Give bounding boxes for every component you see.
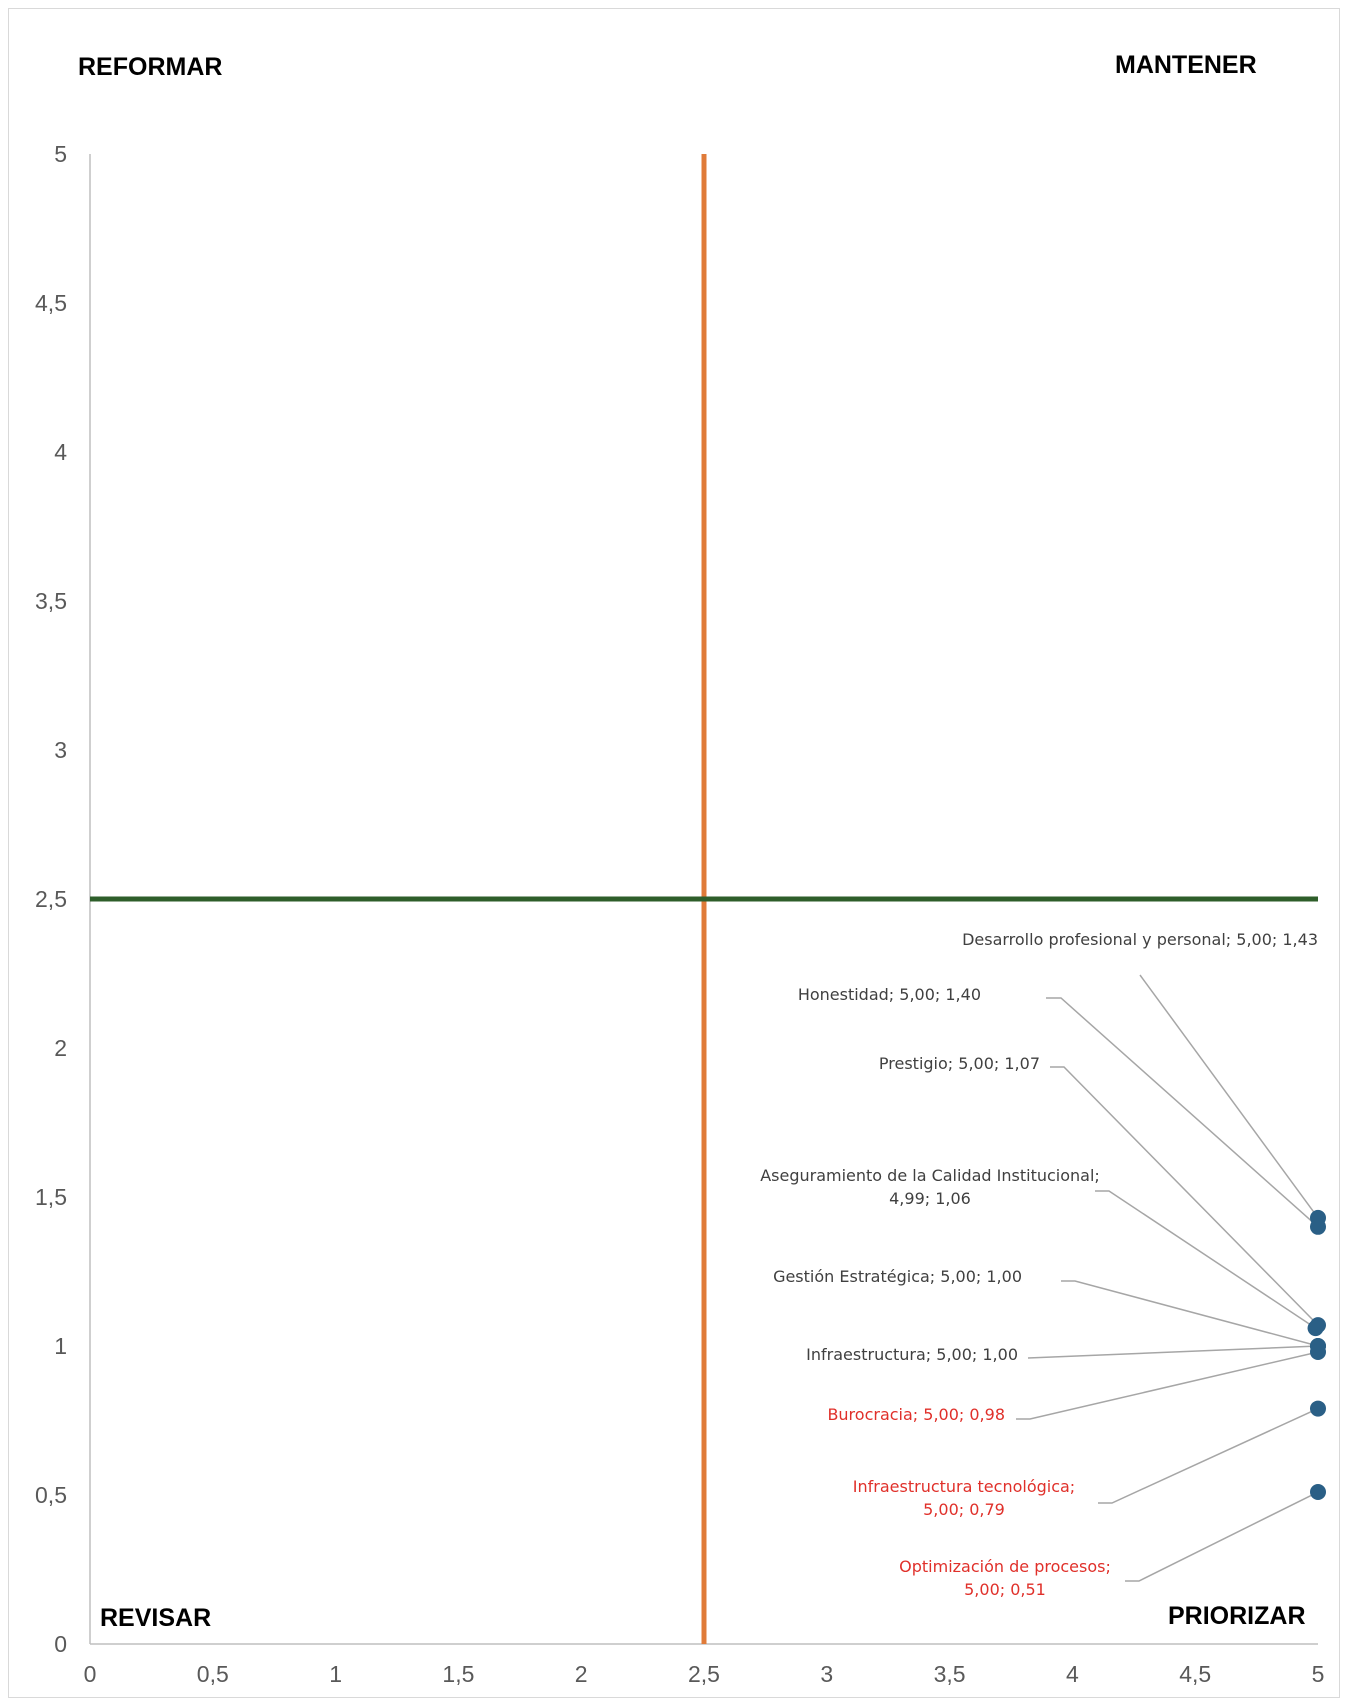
x-tick-label: 2,5 bbox=[688, 1661, 720, 1687]
data-point bbox=[1307, 1320, 1324, 1337]
data-point bbox=[1310, 1400, 1326, 1417]
data-label: Honestidad; 5,00; 1,40 bbox=[798, 985, 981, 1004]
leader-line bbox=[1125, 1491, 1319, 1582]
data-label: Aseguramiento de la Calidad Instituciona… bbox=[760, 1166, 1100, 1185]
y-tick-label: 2 bbox=[54, 1035, 67, 1061]
x-tick-label: 4,5 bbox=[1179, 1661, 1211, 1687]
data-labels: Desarrollo profesional y personal; 5,00;… bbox=[760, 930, 1318, 1599]
data-point bbox=[1310, 1218, 1326, 1235]
leader-line bbox=[1061, 1280, 1319, 1347]
leader-line bbox=[1027, 1345, 1319, 1359]
y-tick-label: 0,5 bbox=[35, 1482, 67, 1508]
data-label: Burocracia; 5,00; 0,98 bbox=[827, 1405, 1005, 1424]
x-tick-label: 1,5 bbox=[442, 1661, 474, 1687]
y-tick-label: 4 bbox=[54, 439, 67, 465]
data-point bbox=[1310, 1343, 1326, 1360]
y-tick-label: 3 bbox=[54, 737, 67, 763]
x-tick-label: 4 bbox=[1066, 1661, 1079, 1687]
x-tick-label: 0 bbox=[84, 1661, 97, 1687]
quadrant-label-top-left: REFORMAR bbox=[78, 53, 222, 81]
leader-line bbox=[1139, 974, 1319, 1219]
data-label: 4,99; 1,06 bbox=[889, 1189, 971, 1208]
data-label: Desarrollo profesional y personal; 5,00;… bbox=[962, 930, 1318, 949]
y-tick-label: 3,5 bbox=[35, 588, 67, 614]
leader-line bbox=[1046, 997, 1319, 1228]
y-tick-label: 5 bbox=[54, 141, 67, 167]
axes: 0 0,5 1 1,5 2 2,5 3 3,5 4 4,5 5 0 0,5 1 1,5 2 2,5 3 3,5 4 4,… bbox=[35, 141, 1324, 1687]
data-points bbox=[1307, 1209, 1326, 1501]
data-label: 5,00; 0,79 bbox=[923, 1500, 1005, 1519]
y-tick-label: 2,5 bbox=[35, 886, 67, 912]
leader-line bbox=[1098, 1407, 1319, 1504]
y-tick-label: 0 bbox=[54, 1631, 67, 1657]
label-leader-lines bbox=[1016, 974, 1319, 1582]
y-tick-label: 4,5 bbox=[35, 290, 67, 316]
chart-frame bbox=[8, 8, 1340, 1698]
quadrant-label-bottom-right: PRIORIZAR bbox=[1168, 1602, 1306, 1630]
data-label: Prestigio; 5,00; 1,07 bbox=[879, 1054, 1040, 1073]
y-tick-label: 1,5 bbox=[35, 1184, 67, 1210]
x-tick-label: 3,5 bbox=[934, 1661, 966, 1687]
quadrant-labels: REFORMAR MANTENER REVISAR PRIORIZAR bbox=[78, 51, 1306, 1632]
leader-line bbox=[1095, 1190, 1316, 1329]
reference-lines bbox=[90, 154, 1318, 1644]
quadrant-label-top-right: MANTENER bbox=[1115, 51, 1257, 79]
quadrant-label-bottom-left: REVISAR bbox=[100, 1604, 211, 1632]
data-label: Infraestructura; 5,00; 1,00 bbox=[806, 1345, 1018, 1364]
x-tick-label: 3 bbox=[820, 1661, 833, 1687]
leader-line bbox=[1016, 1351, 1319, 1420]
x-tick-label: 0,5 bbox=[197, 1661, 229, 1687]
leader-line bbox=[1050, 1066, 1319, 1326]
data-label: Infraestructura tecnológica; bbox=[853, 1477, 1075, 1496]
data-point bbox=[1310, 1484, 1326, 1501]
data-label: 5,00; 0,51 bbox=[964, 1580, 1046, 1599]
x-tick-label: 5 bbox=[1312, 1661, 1325, 1687]
x-tick-label: 1 bbox=[329, 1661, 342, 1687]
data-label: Optimización de procesos; bbox=[899, 1557, 1111, 1576]
y-tick-label: 1 bbox=[54, 1333, 67, 1359]
data-label: Gestión Estratégica; 5,00; 1,00 bbox=[773, 1267, 1022, 1286]
x-tick-label: 2 bbox=[575, 1661, 588, 1687]
